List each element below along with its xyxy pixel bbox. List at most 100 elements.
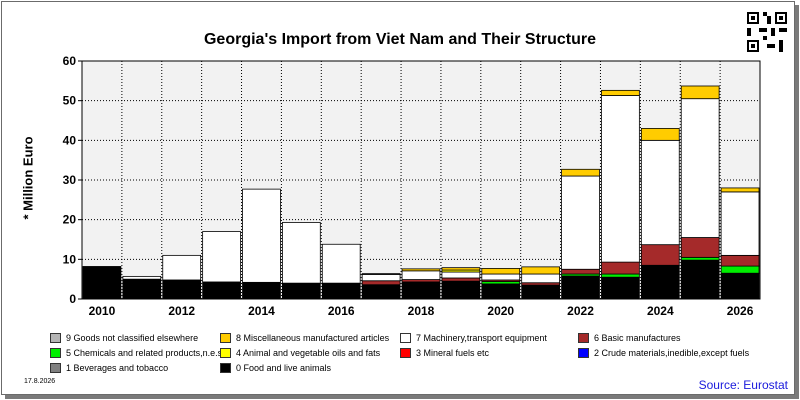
bar-segment	[521, 273, 560, 284]
bar-segment	[441, 267, 481, 271]
legend-item: 4 Animal and vegetable oils and fats	[220, 348, 380, 358]
bar-segment	[561, 275, 600, 300]
y-tick-label: 10	[63, 252, 77, 266]
y-tick-label: 0	[69, 292, 76, 306]
bar-segment	[202, 231, 241, 283]
bar-segment	[321, 243, 361, 284]
y-tick-label: 20	[63, 213, 77, 227]
x-tick-label: 2024	[647, 304, 674, 318]
plot-border	[81, 60, 761, 300]
legend-label: 9 Goods not classified elsewhere	[66, 333, 199, 343]
bar-segment	[282, 282, 321, 300]
x-tick-label: 2016	[328, 304, 355, 318]
bar-segment	[561, 168, 600, 177]
legend-label: 2 Crude materials,inedible,except fuels	[594, 348, 750, 358]
y-tick-label: 50	[63, 94, 77, 108]
bar-chart: 0 10 20 30 40 50 60 2010 2012 2014 2016 2018 2020 202…	[63, 54, 761, 318]
bar-segment	[202, 281, 241, 300]
bar-segment	[720, 265, 760, 274]
legend-swatch	[578, 333, 589, 343]
legend-swatch	[400, 333, 411, 343]
bar-segment	[680, 256, 720, 261]
bar-segment	[561, 175, 600, 270]
bar-segment	[601, 261, 640, 275]
x-tick-label: 2014	[248, 304, 275, 318]
y-tick-label: 30	[63, 173, 77, 187]
legend-item: 8 Miscellaneous manufactured articles	[220, 333, 389, 343]
legend-label: 6 Basic manufactures	[594, 333, 681, 343]
bar-segment	[82, 266, 122, 300]
qr-code-icon	[747, 12, 787, 52]
bar-segment	[521, 284, 560, 300]
bar-segment	[162, 279, 202, 300]
bar-segment	[361, 280, 401, 286]
bar-segment	[481, 273, 521, 281]
bar-segment	[401, 270, 441, 280]
legend-swatch	[220, 348, 231, 358]
chart-title: Georgia's Import from Viet Nam and Their…	[203, 31, 597, 48]
bar-segment	[640, 128, 680, 141]
bar-segment	[441, 277, 481, 282]
legend-item: 6 Basic manufactures	[578, 333, 681, 343]
bar-segment	[561, 268, 600, 275]
legend-item: 3 Mineral fuels etc	[400, 348, 489, 358]
bar-segment	[162, 254, 202, 281]
legend-label: 1 Beverages and tobacco	[66, 363, 169, 373]
legend-label: 5 Chemicals and related products,n.e.s.	[66, 348, 225, 358]
legend-item: 2 Crude materials,inedible,except fuels	[578, 348, 749, 358]
bar-segment	[521, 266, 560, 275]
bar-segment	[401, 268, 441, 272]
x-tick-label: 2012	[168, 304, 195, 318]
legend-swatch	[50, 333, 61, 343]
legend-item: 1 Beverages and tobacco	[50, 363, 168, 373]
x-tick-label: 2026	[727, 304, 754, 318]
legend-label: 0 Food and live animals	[236, 363, 332, 373]
bar-segment	[720, 187, 760, 193]
bar-segment	[481, 268, 521, 275]
legend-swatch	[578, 348, 589, 358]
bar-segment	[680, 259, 720, 300]
legend-swatch	[50, 348, 61, 358]
bar-segment	[361, 273, 401, 275]
bar-segment	[601, 95, 640, 263]
bar-segment	[640, 244, 680, 266]
bar-segment	[481, 283, 521, 300]
bar-segment	[441, 280, 481, 300]
legend-swatch	[220, 333, 231, 343]
bar-segment	[680, 85, 720, 100]
legend-item: 9 Goods not classified elsewhere	[50, 333, 198, 343]
bar-segment	[361, 284, 401, 300]
bar-segment	[122, 275, 162, 280]
bar-segment	[601, 273, 640, 278]
x-tick-label: 2020	[487, 304, 514, 318]
x-tick-label: 2010	[89, 304, 116, 318]
bar-segment	[242, 281, 281, 300]
bar-segment	[601, 89, 640, 96]
legend-label: 3 Mineral fuels etc	[416, 348, 490, 358]
y-tick-label: 60	[63, 54, 77, 68]
bar-segment	[640, 139, 680, 246]
legend-item: 7 Machinery,transport equipment	[400, 333, 547, 343]
legend-item: 0 Food and live animals	[220, 363, 331, 373]
x-tick-label: 2018	[408, 304, 435, 318]
legend-item: 5 Chemicals and related products,n.e.s.	[50, 348, 225, 358]
bar-segment	[640, 264, 680, 300]
source-label: Source: Eurostat	[698, 378, 788, 392]
y-tick-label: 40	[63, 133, 77, 147]
bar-segment	[720, 272, 760, 300]
bar-segment	[361, 274, 401, 282]
bar-segment	[321, 282, 361, 300]
legend-label: 8 Miscellaneous manufactured articles	[236, 333, 390, 343]
bar-segment	[242, 188, 281, 283]
bar-segment	[441, 271, 481, 279]
bar-segment	[122, 278, 162, 300]
bar-segment	[720, 254, 760, 267]
x-tick-label: 2022	[567, 304, 594, 318]
legend-swatch	[220, 363, 231, 373]
bar-segment	[680, 237, 720, 258]
legend-swatch	[400, 348, 411, 358]
bar-segment	[401, 281, 441, 300]
bar-segment	[680, 98, 720, 238]
legend-label: 7 Machinery,transport equipment	[416, 333, 547, 343]
legend-label: 4 Animal and vegetable oils and fats	[236, 348, 381, 358]
